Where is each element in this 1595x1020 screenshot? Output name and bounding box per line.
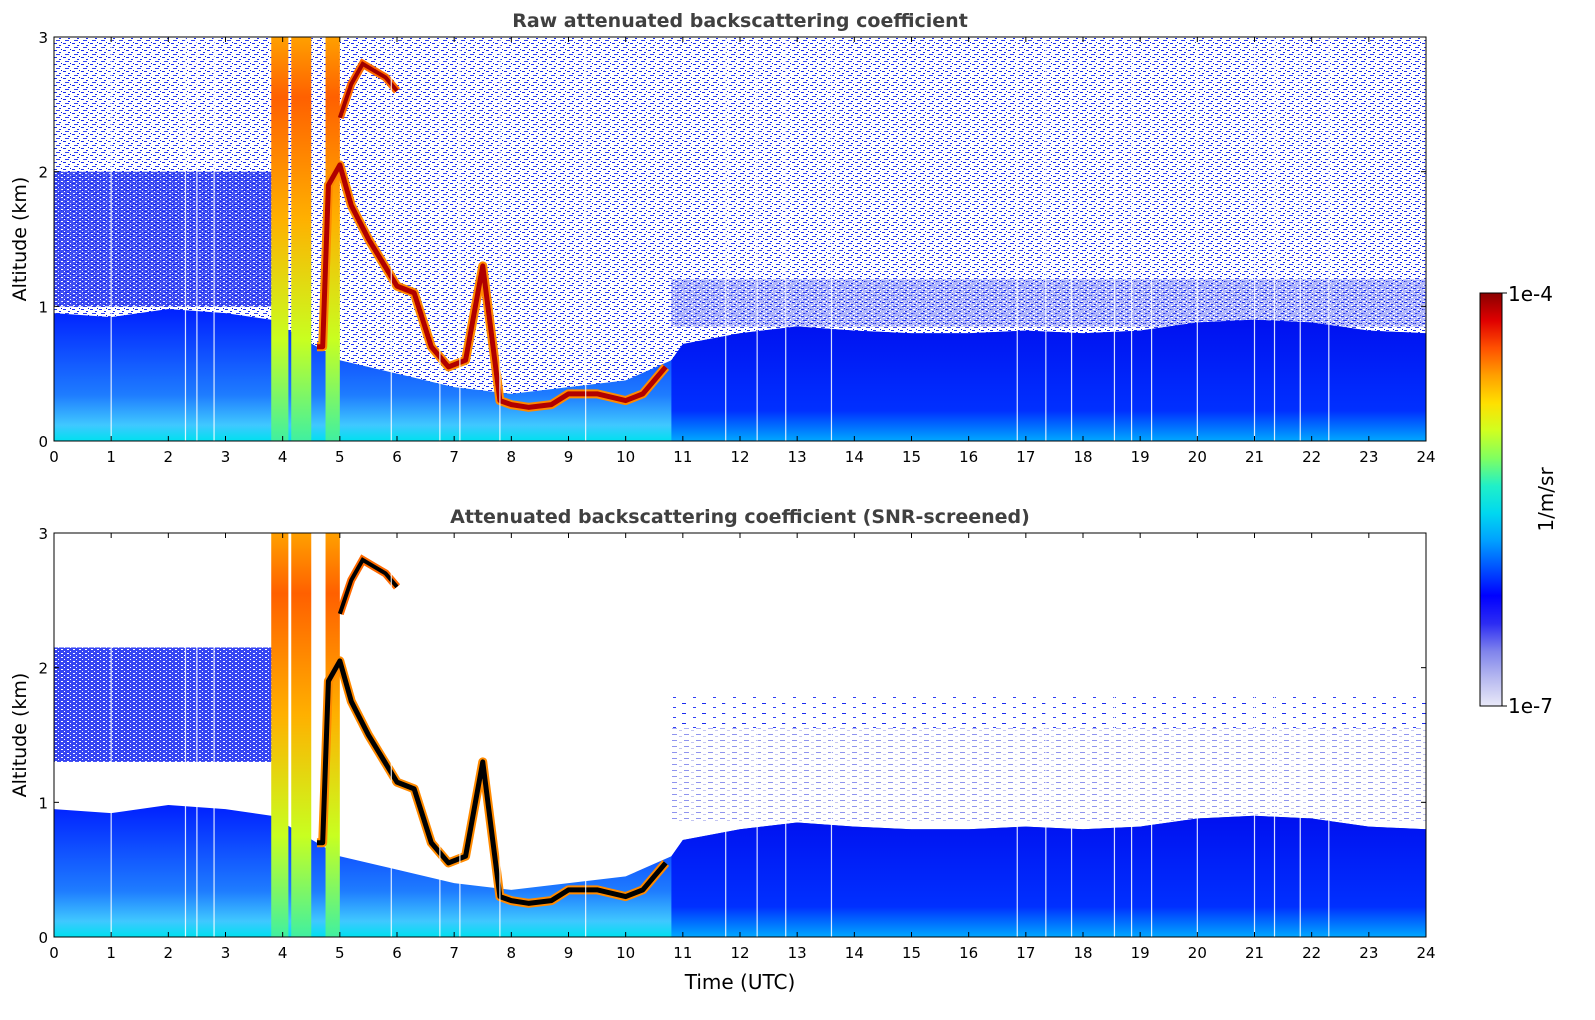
screened-xtick-label: 6 xyxy=(392,944,402,962)
screened-xtick-label: 14 xyxy=(845,944,864,962)
raw-xtick-label: 4 xyxy=(278,448,288,466)
screened-xtick-label: 8 xyxy=(507,944,517,962)
screened-xtick-label: 1 xyxy=(106,944,116,962)
raw-ytick-label: 1 xyxy=(38,298,48,316)
raw-cloud-layer xyxy=(316,162,668,410)
raw-xtick-label: 24 xyxy=(1416,448,1435,466)
raw-ytick-label: 0 xyxy=(38,433,48,451)
raw-rain-column xyxy=(271,37,289,441)
raw-xtick-label: 17 xyxy=(1016,448,1035,466)
screened-xlabel: Time (UTC) xyxy=(684,970,796,994)
raw-ylabel: Altitude (km) xyxy=(9,177,31,302)
screened-xtick-label: 15 xyxy=(902,944,921,962)
screened-ylabel: Altitude (km) xyxy=(9,673,31,798)
screened-ytick-label: 1 xyxy=(38,794,48,812)
screened-xtick-label: 2 xyxy=(164,944,174,962)
screened-xtick-label: 24 xyxy=(1416,944,1435,962)
screened-ytick-label: 0 xyxy=(38,929,48,947)
screened-xtick-label: 5 xyxy=(335,944,345,962)
colorbar-max-label: 1e-4 xyxy=(1508,282,1553,306)
raw-xtick-label: 15 xyxy=(902,448,921,466)
screened-xtick-label: 21 xyxy=(1245,944,1264,962)
screened-backscatter-panel: 0 1 2 3 4 5 6 7 8 9 10 11 12 13 14 15 16 17 18 19 20 21 22 23 24… xyxy=(9,506,1436,994)
raw-high-cloud xyxy=(337,61,399,119)
screened-xtick-label: 10 xyxy=(616,944,635,962)
colorbar-label: 1/m/sr xyxy=(1534,467,1558,532)
screened-sparse-band xyxy=(671,694,1426,729)
colorbar-min-label: 1e-7 xyxy=(1508,694,1553,718)
screened-xtick-label: 18 xyxy=(1073,944,1092,962)
raw-xtick-label: 18 xyxy=(1073,448,1092,466)
raw-xtick-label: 8 xyxy=(507,448,517,466)
raw-backscatter-panel: 0 1 2 3 4 5 6 7 8 9 10 11 12 13 14 15 16 17 18 19 20 21 22 23 24… xyxy=(9,10,1436,466)
raw-rain-column xyxy=(325,37,340,441)
screened-rain-column xyxy=(271,533,289,937)
screened-ytick-label: 3 xyxy=(38,525,48,543)
raw-xtick-label: 14 xyxy=(845,448,864,466)
screened-rain-column xyxy=(325,533,340,937)
screened-xtick-label: 9 xyxy=(564,944,574,962)
raw-xtick-label: 23 xyxy=(1359,448,1378,466)
raw-xtick-label: 13 xyxy=(788,448,807,466)
screened-xtick-label: 20 xyxy=(1188,944,1207,962)
colorbar-scale xyxy=(1479,292,1503,707)
screened-xtick-label: 3 xyxy=(221,944,231,962)
raw-xtick-label: 7 xyxy=(449,448,459,466)
raw-rain-column xyxy=(291,37,312,441)
raw-ytick-label: 2 xyxy=(38,164,48,182)
screened-xtick-label: 23 xyxy=(1359,944,1378,962)
raw-noise-band xyxy=(54,171,277,307)
raw-xtick-label: 0 xyxy=(49,448,59,466)
raw-xtick-label: 5 xyxy=(335,448,345,466)
raw-xtick-label: 22 xyxy=(1302,448,1321,466)
screened-xtick-label: 17 xyxy=(1016,944,1035,962)
screened-xtick-label: 11 xyxy=(673,944,692,962)
screened-faint-band xyxy=(671,728,1426,823)
screened-rain-column xyxy=(291,533,312,937)
raw-xtick-label: 6 xyxy=(392,448,402,466)
screened-high-cloud xyxy=(337,557,399,615)
raw-xtick-label: 19 xyxy=(1131,448,1150,466)
screened-ytick-label: 2 xyxy=(38,660,48,678)
raw-xtick-label: 9 xyxy=(564,448,574,466)
screened-xtick-label: 22 xyxy=(1302,944,1321,962)
screened-xtick-label: 12 xyxy=(730,944,749,962)
screened-cloud-layer xyxy=(316,658,668,906)
screened-xtick-label: 16 xyxy=(959,944,978,962)
raw-xtick-label: 2 xyxy=(164,448,174,466)
raw-xtick-label: 10 xyxy=(616,448,635,466)
colorbar: 1e-4 1e-7 1/m/sr xyxy=(1479,282,1558,718)
screened-title: Attenuated backscattering coefficient (S… xyxy=(450,506,1030,528)
raw-xtick-label: 1 xyxy=(106,448,116,466)
screened-xtick-label: 19 xyxy=(1131,944,1150,962)
raw-title: Raw attenuated backscattering coefficien… xyxy=(512,10,968,32)
screened-xtick-label: 13 xyxy=(788,944,807,962)
raw-xtick-label: 21 xyxy=(1245,448,1264,466)
raw-xtick-label: 3 xyxy=(221,448,231,466)
raw-late-boundary-layer xyxy=(671,319,1426,441)
raw-xtick-label: 20 xyxy=(1188,448,1207,466)
screened-xtick-label: 4 xyxy=(278,944,288,962)
raw-xtick-label: 11 xyxy=(673,448,692,466)
raw-xtick-label: 12 xyxy=(730,448,749,466)
screened-late-boundary-layer xyxy=(671,815,1426,937)
screened-xtick-label: 7 xyxy=(449,944,459,962)
raw-ytick-label: 3 xyxy=(38,29,48,47)
screened-heatmap xyxy=(54,533,1426,937)
raw-heatmap xyxy=(54,37,1426,441)
screened-xtick-label: 0 xyxy=(49,944,59,962)
raw-xtick-label: 16 xyxy=(959,448,978,466)
screened-noise-band xyxy=(54,647,277,762)
